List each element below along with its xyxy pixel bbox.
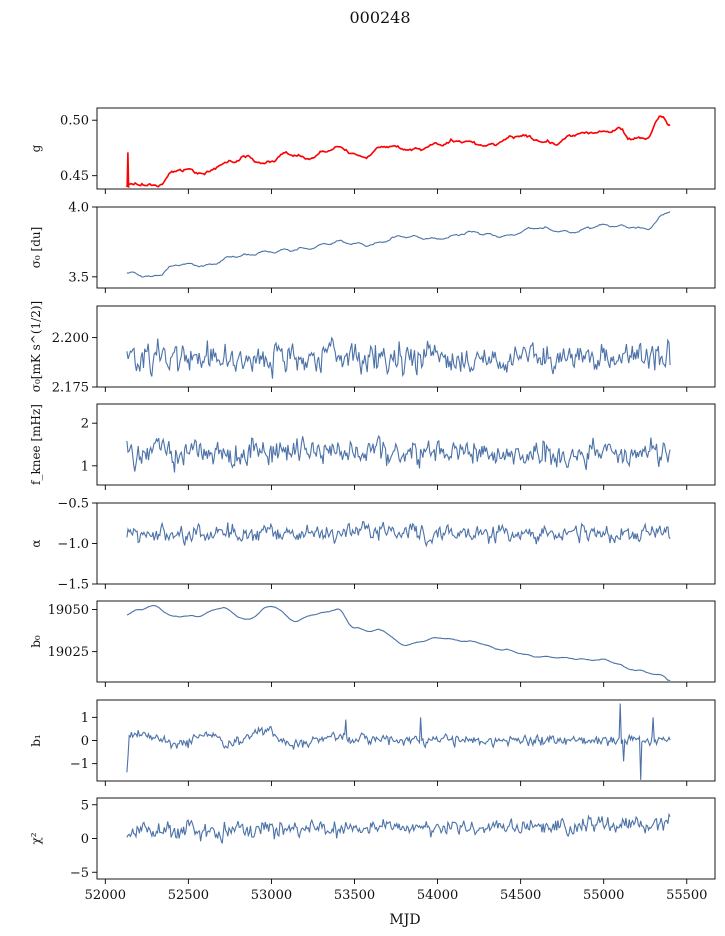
axes-frame — [96, 502, 716, 585]
series-line-fknee — [126, 434, 671, 473]
y-tick-label: −1 — [70, 757, 89, 772]
series-line-b0 — [126, 604, 671, 682]
y-axis-label: σ₀ [du] — [29, 227, 43, 269]
panel-alpha: −1.5 −1.0 −0.5 α — [29, 497, 716, 593]
y-tick-label: −0.5 — [57, 497, 89, 512]
y-tick-label: 0.50 — [60, 114, 89, 129]
y-tick-label: 2.175 — [52, 381, 89, 396]
x-tick-label: 53500 — [334, 888, 375, 903]
y-tick-label: 0.45 — [60, 169, 89, 184]
panel-fknee: 1 2 f_knee [mHz] — [29, 403, 716, 490]
y-tick-label: 3.5 — [68, 270, 89, 285]
y-tick-label: −5 — [70, 866, 89, 881]
panels: 0.45 0.50 g 3.5 4.0 σ₀ [du] 2.175 2.200 σ₀[mK s^… — [29, 107, 716, 903]
y-tick-label: 19025 — [48, 645, 89, 660]
y-tick-label: 1 — [81, 711, 89, 726]
y-axis-label: f_knee [mHz] — [29, 404, 43, 485]
axes-frame — [96, 305, 716, 388]
y-tick-label: −1.0 — [57, 537, 89, 552]
axes-frame — [96, 206, 716, 289]
y-tick-label: 2 — [81, 417, 89, 432]
y-tick-label: 1 — [81, 459, 89, 474]
y-tick-label: 5 — [81, 798, 89, 813]
y-axis-label: g — [29, 144, 43, 152]
figure-title: 000248 — [349, 8, 410, 27]
axes-frame — [96, 403, 716, 486]
x-tick-label: 54000 — [417, 888, 458, 903]
x-tick-label: 52500 — [168, 888, 209, 903]
overlay-line-g — [125, 115, 671, 189]
y-axis-label: b₀ — [29, 635, 43, 648]
panel-g: 0.45 0.50 g — [29, 107, 716, 194]
series-line-sigma0_mks — [126, 336, 671, 379]
x-tick-label: 55000 — [583, 888, 624, 903]
series-line-g — [126, 115, 671, 188]
panel-chi2: −5 0 5 χ² 52000 52500 53000 53500 54000 54500 5500… — [29, 797, 716, 903]
x-axis-label: MJD — [389, 912, 420, 928]
y-axis-label: σ₀[mK s^(1/2)] — [29, 301, 43, 392]
y-tick-label: −1.5 — [57, 578, 89, 593]
panel-sigma0: 3.5 4.0 σ₀ [du] — [29, 201, 716, 293]
axes-frame — [96, 600, 716, 683]
series-line-b1 — [126, 703, 671, 780]
series-line-sigma0 — [126, 211, 671, 278]
series-line-chi2 — [126, 812, 671, 844]
axes-frame — [96, 797, 716, 880]
panel-b0: 19025 19050 b₀ — [29, 600, 716, 687]
x-tick-label: 53000 — [251, 888, 292, 903]
panel-sigma0_mks: 2.175 2.200 σ₀[mK s^(1/2)] — [29, 301, 716, 396]
x-tick-label: 55500 — [666, 888, 707, 903]
panel-b1: −1 0 1 b₁ — [29, 699, 716, 786]
y-axis-label: α — [29, 539, 43, 547]
x-tick-label: 52000 — [85, 888, 126, 903]
y-tick-label: 4.0 — [68, 201, 89, 216]
y-tick-label: 0 — [81, 832, 89, 847]
x-tick-label: 54500 — [500, 888, 541, 903]
axes-frame — [96, 107, 716, 190]
y-tick-label: 0 — [81, 734, 89, 749]
series-line-alpha — [126, 521, 671, 548]
y-tick-label: 2.200 — [52, 331, 89, 346]
y-axis-label: χ² — [29, 832, 43, 844]
y-axis-label: b₁ — [29, 734, 43, 747]
y-tick-label: 19050 — [48, 603, 89, 618]
